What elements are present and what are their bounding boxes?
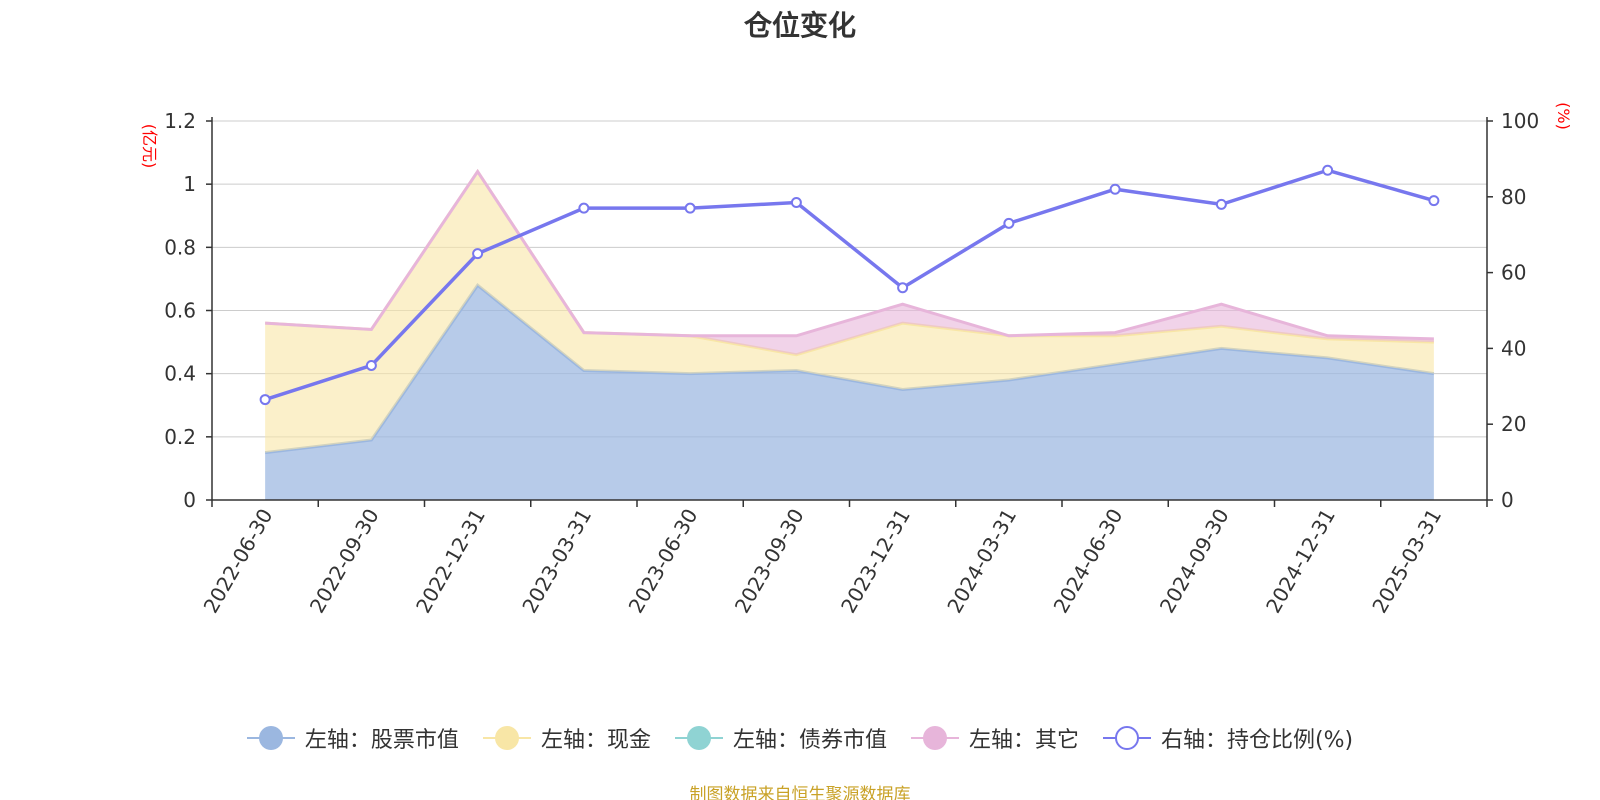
area-fill-1 [265,171,1434,453]
source-note: 制图数据来自恒生聚源数据库 [689,785,911,800]
right-axis-tick-label: 100 [1501,109,1539,133]
left-axis-unit: (亿元) [140,124,159,169]
legend-marker-icon [674,725,723,751]
legend-item[interactable]: 右轴：持仓比例(%) [1102,722,1354,754]
legend-label: 左轴：债券市值 [732,728,887,753]
holding-ratio-point [472,248,484,260]
x-axis-tick-label: 2023-06-30 [624,505,703,618]
x-axis-tick-label: 2024-06-30 [1049,505,1128,618]
x-axis-tick-label: 2024-12-31 [1261,505,1340,618]
legend-item[interactable]: 左轴：现金 [482,722,651,754]
holding-ratio-point [1428,195,1440,207]
legend-label: 右轴：持仓比例(%) [1160,728,1354,753]
area-fill-3 [265,171,1434,355]
x-axis-tick-label: 2024-09-30 [1155,505,1234,618]
right-axis-unit: (%) [1554,102,1573,130]
holding-ratio-point [578,202,590,214]
legend-marker-dot [922,726,947,750]
legend-marker-icon [246,725,295,751]
legend-marker-icon [1102,725,1151,751]
holding-ratio-point [684,202,696,214]
area-line-3 [265,168,1434,341]
right-axis-tick-label: 40 [1501,336,1526,360]
left-axis-tick-label: 1 [183,172,196,196]
legend-marker-dot [494,726,519,750]
left-axis-tick-label: 0.6 [164,299,196,323]
holding-ratio-point [365,359,377,371]
legend-marker-dot [258,726,283,750]
legend-item[interactable]: 左轴：股票市值 [246,722,459,754]
x-axis-tick-label: 2022-09-30 [305,505,384,618]
legend-marker-icon [910,725,959,751]
legend-item[interactable]: 左轴：其它 [910,722,1079,754]
legend-item[interactable]: 左轴：债券市值 [674,722,887,754]
chart-title: 仓位变化 [743,9,856,42]
left-axis-tick-label: 0 [183,488,196,512]
x-axis-tick-label: 2022-06-30 [199,505,278,618]
x-axis-tick-label: 2025-03-31 [1367,505,1446,618]
holding-ratio-point [790,196,802,208]
legend-label: 左轴：股票市值 [304,728,459,753]
x-axis-tick-label: 2023-03-31 [517,505,596,618]
holding-ratio-point [259,394,271,406]
legend-marker-dot [1114,726,1139,750]
legend-label: 左轴：其它 [968,728,1079,753]
area-series-group [264,168,1435,500]
holding-ratio-point [1322,164,1334,176]
left-axis-tick-label: 0.4 [164,362,196,386]
left-axis-tick-label: 0.8 [164,235,196,259]
holding-ratio-point [1003,217,1015,229]
holding-ratio-point [1215,198,1227,210]
right-axis-tick-label: 60 [1501,261,1526,285]
left-axis-tick-label: 1.2 [164,109,196,133]
area-fill-0 [265,285,1434,500]
right-axis-tick-label: 80 [1501,185,1526,209]
legend-label: 左轴：现金 [540,728,651,753]
x-axis-tick-label: 2023-12-31 [836,505,915,618]
legend-marker-dot [686,726,711,750]
right-axis-tick-label: 20 [1501,412,1526,436]
chart-legend: 左轴：股票市值 左轴：现金 左轴：债券市值 左轴：其它 右轴：持仓比例(%) [0,722,1600,754]
holding-ratio-point [1109,183,1121,195]
left-axis-tick-label: 0.2 [164,425,196,449]
x-axis-tick-label: 2024-03-31 [942,505,1021,618]
holding-ratio-point [897,282,909,294]
holding-ratio-line [264,168,1435,402]
x-axis-tick-label: 2022-12-31 [411,505,490,618]
legend-marker-icon [482,725,531,751]
x-axis-tick-label: 2023-09-30 [730,505,809,618]
right-axis-tick-label: 0 [1501,488,1514,512]
